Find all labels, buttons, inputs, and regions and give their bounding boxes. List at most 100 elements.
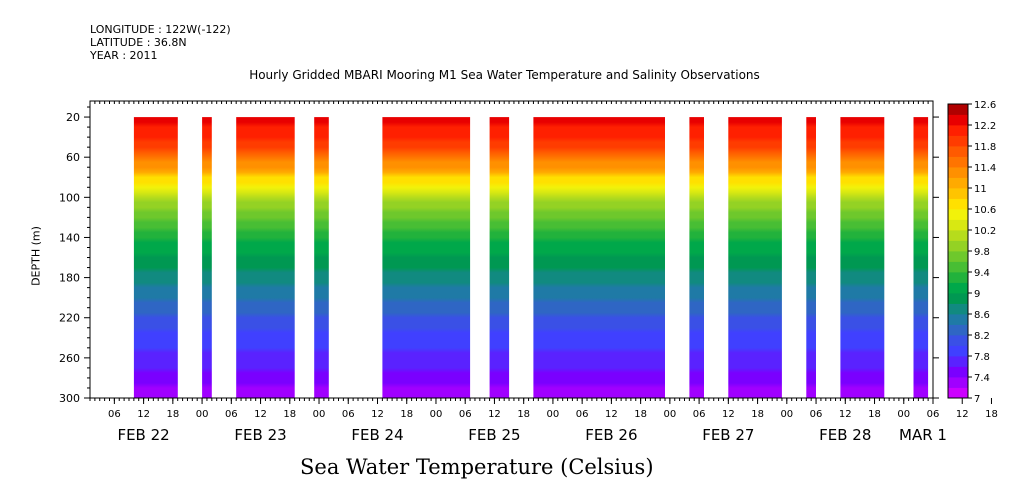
- data-segment-2: [202, 117, 212, 398]
- y-tick-label: 300: [59, 392, 80, 405]
- x-tick-label: 00: [313, 409, 326, 420]
- data-segments: [133, 117, 929, 398]
- data-segment-5: [382, 117, 471, 398]
- x-day-label: FEB 25: [468, 426, 520, 444]
- x-axis: 06 12 18 00 06 12 18 00 06 12 18 00 06 12 18 00 06 12 18 00…: [89, 398, 998, 444]
- y-tick-label: 100: [59, 191, 80, 204]
- colorbar-tick-label: 10.2: [974, 226, 996, 237]
- plot-border: [89, 100, 934, 399]
- x-tick-label: 12: [605, 409, 618, 420]
- data-segment-9: [728, 117, 782, 398]
- colorbar-band: [948, 324, 968, 336]
- data-segment-8: [689, 117, 704, 398]
- x-tick-label: 00: [196, 409, 209, 420]
- colorbar-band: [948, 366, 968, 378]
- x-tick-label: 12: [371, 409, 384, 420]
- colorbar-tick-label: 8.6: [974, 310, 990, 321]
- latitude-label: LATITUDE : 36.8N: [90, 36, 187, 49]
- colorbar-band: [948, 125, 968, 136]
- colorbar-band: [948, 177, 968, 189]
- data-segment-12: [913, 117, 929, 398]
- colorbar-band: [948, 356, 968, 367]
- colorbar-band: [948, 345, 968, 357]
- x-tick-label: 06: [459, 409, 472, 420]
- x-tick-label: 06: [810, 409, 823, 420]
- x-tick-label: 18: [985, 409, 998, 420]
- colorbar-band: [948, 293, 968, 304]
- colorbar-tick-label: 11.8: [974, 142, 996, 153]
- colorbar-tick-label: 12.2: [974, 121, 996, 132]
- colorbar-band: [948, 303, 968, 315]
- y-tick-label: 60: [66, 151, 80, 164]
- data-segment-10: [806, 117, 816, 398]
- x-day-label: FEB 24: [351, 426, 403, 444]
- y-tick-label: 180: [59, 272, 80, 285]
- x-tick-label: 12: [839, 409, 852, 420]
- data-segment-11: [840, 117, 885, 398]
- colorbar-band: [948, 272, 968, 283]
- x-tick-label: 12: [722, 409, 735, 420]
- x-tick-label: 12: [488, 409, 501, 420]
- colorbar-band: [948, 219, 968, 231]
- x-day-label: MAR 1: [899, 426, 947, 444]
- colorbar-band: [948, 314, 968, 325]
- x-tick-label: 18: [868, 409, 881, 420]
- x-tick-label: 18: [634, 409, 647, 420]
- colorbar-label: Sea Water Temperature (Celsius): [300, 455, 654, 479]
- x-tick-label: 18: [400, 409, 413, 420]
- colorbar-tick-label: 8.2: [974, 331, 990, 342]
- colorbar-band: [948, 230, 968, 241]
- y-tick-label: 140: [59, 231, 80, 244]
- colorbar-tick-label: 12.6: [974, 100, 996, 111]
- data-segment-1: [133, 117, 178, 398]
- colorbar: 12.6 12.2 11.8 11.4 11 10.6 10.2 9.8 9.4 9 8.6 8.2 7…: [947, 100, 996, 405]
- colorbar-tick-label: 10.6: [974, 205, 996, 216]
- data-segment-4: [314, 117, 329, 398]
- x-tick-label: 00: [430, 409, 443, 420]
- colorbar-tick-label: 11: [974, 184, 987, 195]
- x-tick-label: 06: [927, 409, 940, 420]
- x-tick-label: 12: [956, 409, 969, 420]
- colorbar-band: [948, 251, 968, 262]
- colorbar-tick-label: 9.4: [974, 268, 990, 279]
- y-tick-label: 260: [59, 352, 80, 365]
- x-tick-label: 06: [342, 409, 355, 420]
- colorbar-tick-label: 9: [974, 289, 980, 300]
- colorbar-tick-label: 11.4: [974, 163, 996, 174]
- colorbar-band: [948, 198, 968, 210]
- x-tick-label: 18: [283, 409, 296, 420]
- x-day-label: FEB 27: [702, 426, 754, 444]
- x-tick-label: 06: [225, 409, 238, 420]
- colorbar-band: [948, 335, 968, 346]
- y-tick-label: 220: [59, 312, 80, 325]
- longitude-label: LONGITUDE : 122W(-122): [90, 23, 231, 36]
- x-day-label: FEB 28: [819, 426, 871, 444]
- x-tick-label: 18: [166, 409, 179, 420]
- colorbar-band: [948, 282, 968, 294]
- plot-frame: [89, 100, 934, 399]
- chart-title: Hourly Gridded MBARI Mooring M1 Sea Wate…: [249, 68, 760, 82]
- colorbar-band: [948, 146, 968, 157]
- colorbar-band: [948, 209, 968, 220]
- colorbar-band: [948, 104, 968, 115]
- year-label: YEAR : 2011: [90, 49, 158, 62]
- colorbar-band: [948, 188, 968, 199]
- colorbar-band: [948, 387, 968, 399]
- colorbar-tick-label: 9.8: [974, 247, 990, 258]
- colorbar-band: [948, 377, 968, 388]
- x-tick-label: 06: [693, 409, 706, 420]
- data-segment-3: [236, 117, 295, 398]
- colorbar-tick-label: 7.8: [974, 352, 990, 363]
- x-day-label: FEB 26: [585, 426, 637, 444]
- colorbar-band: [948, 156, 968, 168]
- x-tick-label: 00: [897, 409, 910, 420]
- x-tick-label: 00: [780, 409, 793, 420]
- colorbar-band: [948, 114, 968, 126]
- x-tick-label: 12: [254, 409, 267, 420]
- x-tick-label: 06: [108, 409, 121, 420]
- x-tick-label: 18: [517, 409, 530, 420]
- y-axis: 20 60 100 140 180 220 260 300: [59, 106, 939, 405]
- data-segment-7: [533, 117, 665, 398]
- x-tick-label: 06: [576, 409, 589, 420]
